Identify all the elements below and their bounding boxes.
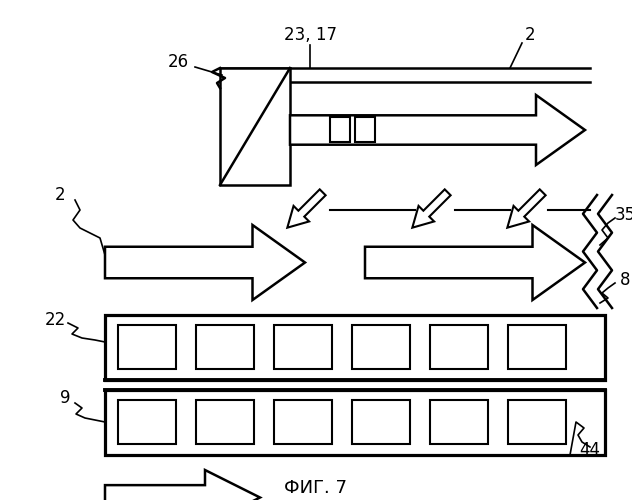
Polygon shape xyxy=(412,190,451,228)
Text: 8: 8 xyxy=(620,271,630,289)
Bar xyxy=(220,68,290,185)
Bar xyxy=(105,390,605,455)
Text: 2: 2 xyxy=(525,26,535,44)
Bar xyxy=(330,117,350,142)
Bar xyxy=(352,400,410,444)
Text: 9: 9 xyxy=(60,389,70,407)
Polygon shape xyxy=(105,470,260,500)
Polygon shape xyxy=(290,95,585,165)
Bar xyxy=(274,400,332,444)
Bar xyxy=(352,325,410,369)
Bar xyxy=(105,315,605,380)
Text: ФИГ. 7: ФИГ. 7 xyxy=(284,479,348,497)
Bar xyxy=(274,325,332,369)
Polygon shape xyxy=(288,190,325,228)
Bar xyxy=(196,400,254,444)
Bar xyxy=(508,400,566,444)
Bar xyxy=(118,325,176,369)
Text: 26: 26 xyxy=(167,53,188,71)
Polygon shape xyxy=(507,190,545,228)
Polygon shape xyxy=(105,225,305,300)
Text: 2: 2 xyxy=(55,186,65,204)
Text: 22: 22 xyxy=(44,311,66,329)
Polygon shape xyxy=(365,225,585,300)
Text: 44: 44 xyxy=(580,441,600,459)
Text: 23, 17: 23, 17 xyxy=(284,26,336,44)
Bar xyxy=(508,325,566,369)
Bar xyxy=(430,400,488,444)
Bar xyxy=(118,400,176,444)
Bar xyxy=(196,325,254,369)
Bar xyxy=(355,117,375,142)
Text: 35: 35 xyxy=(614,206,632,224)
Bar xyxy=(430,325,488,369)
